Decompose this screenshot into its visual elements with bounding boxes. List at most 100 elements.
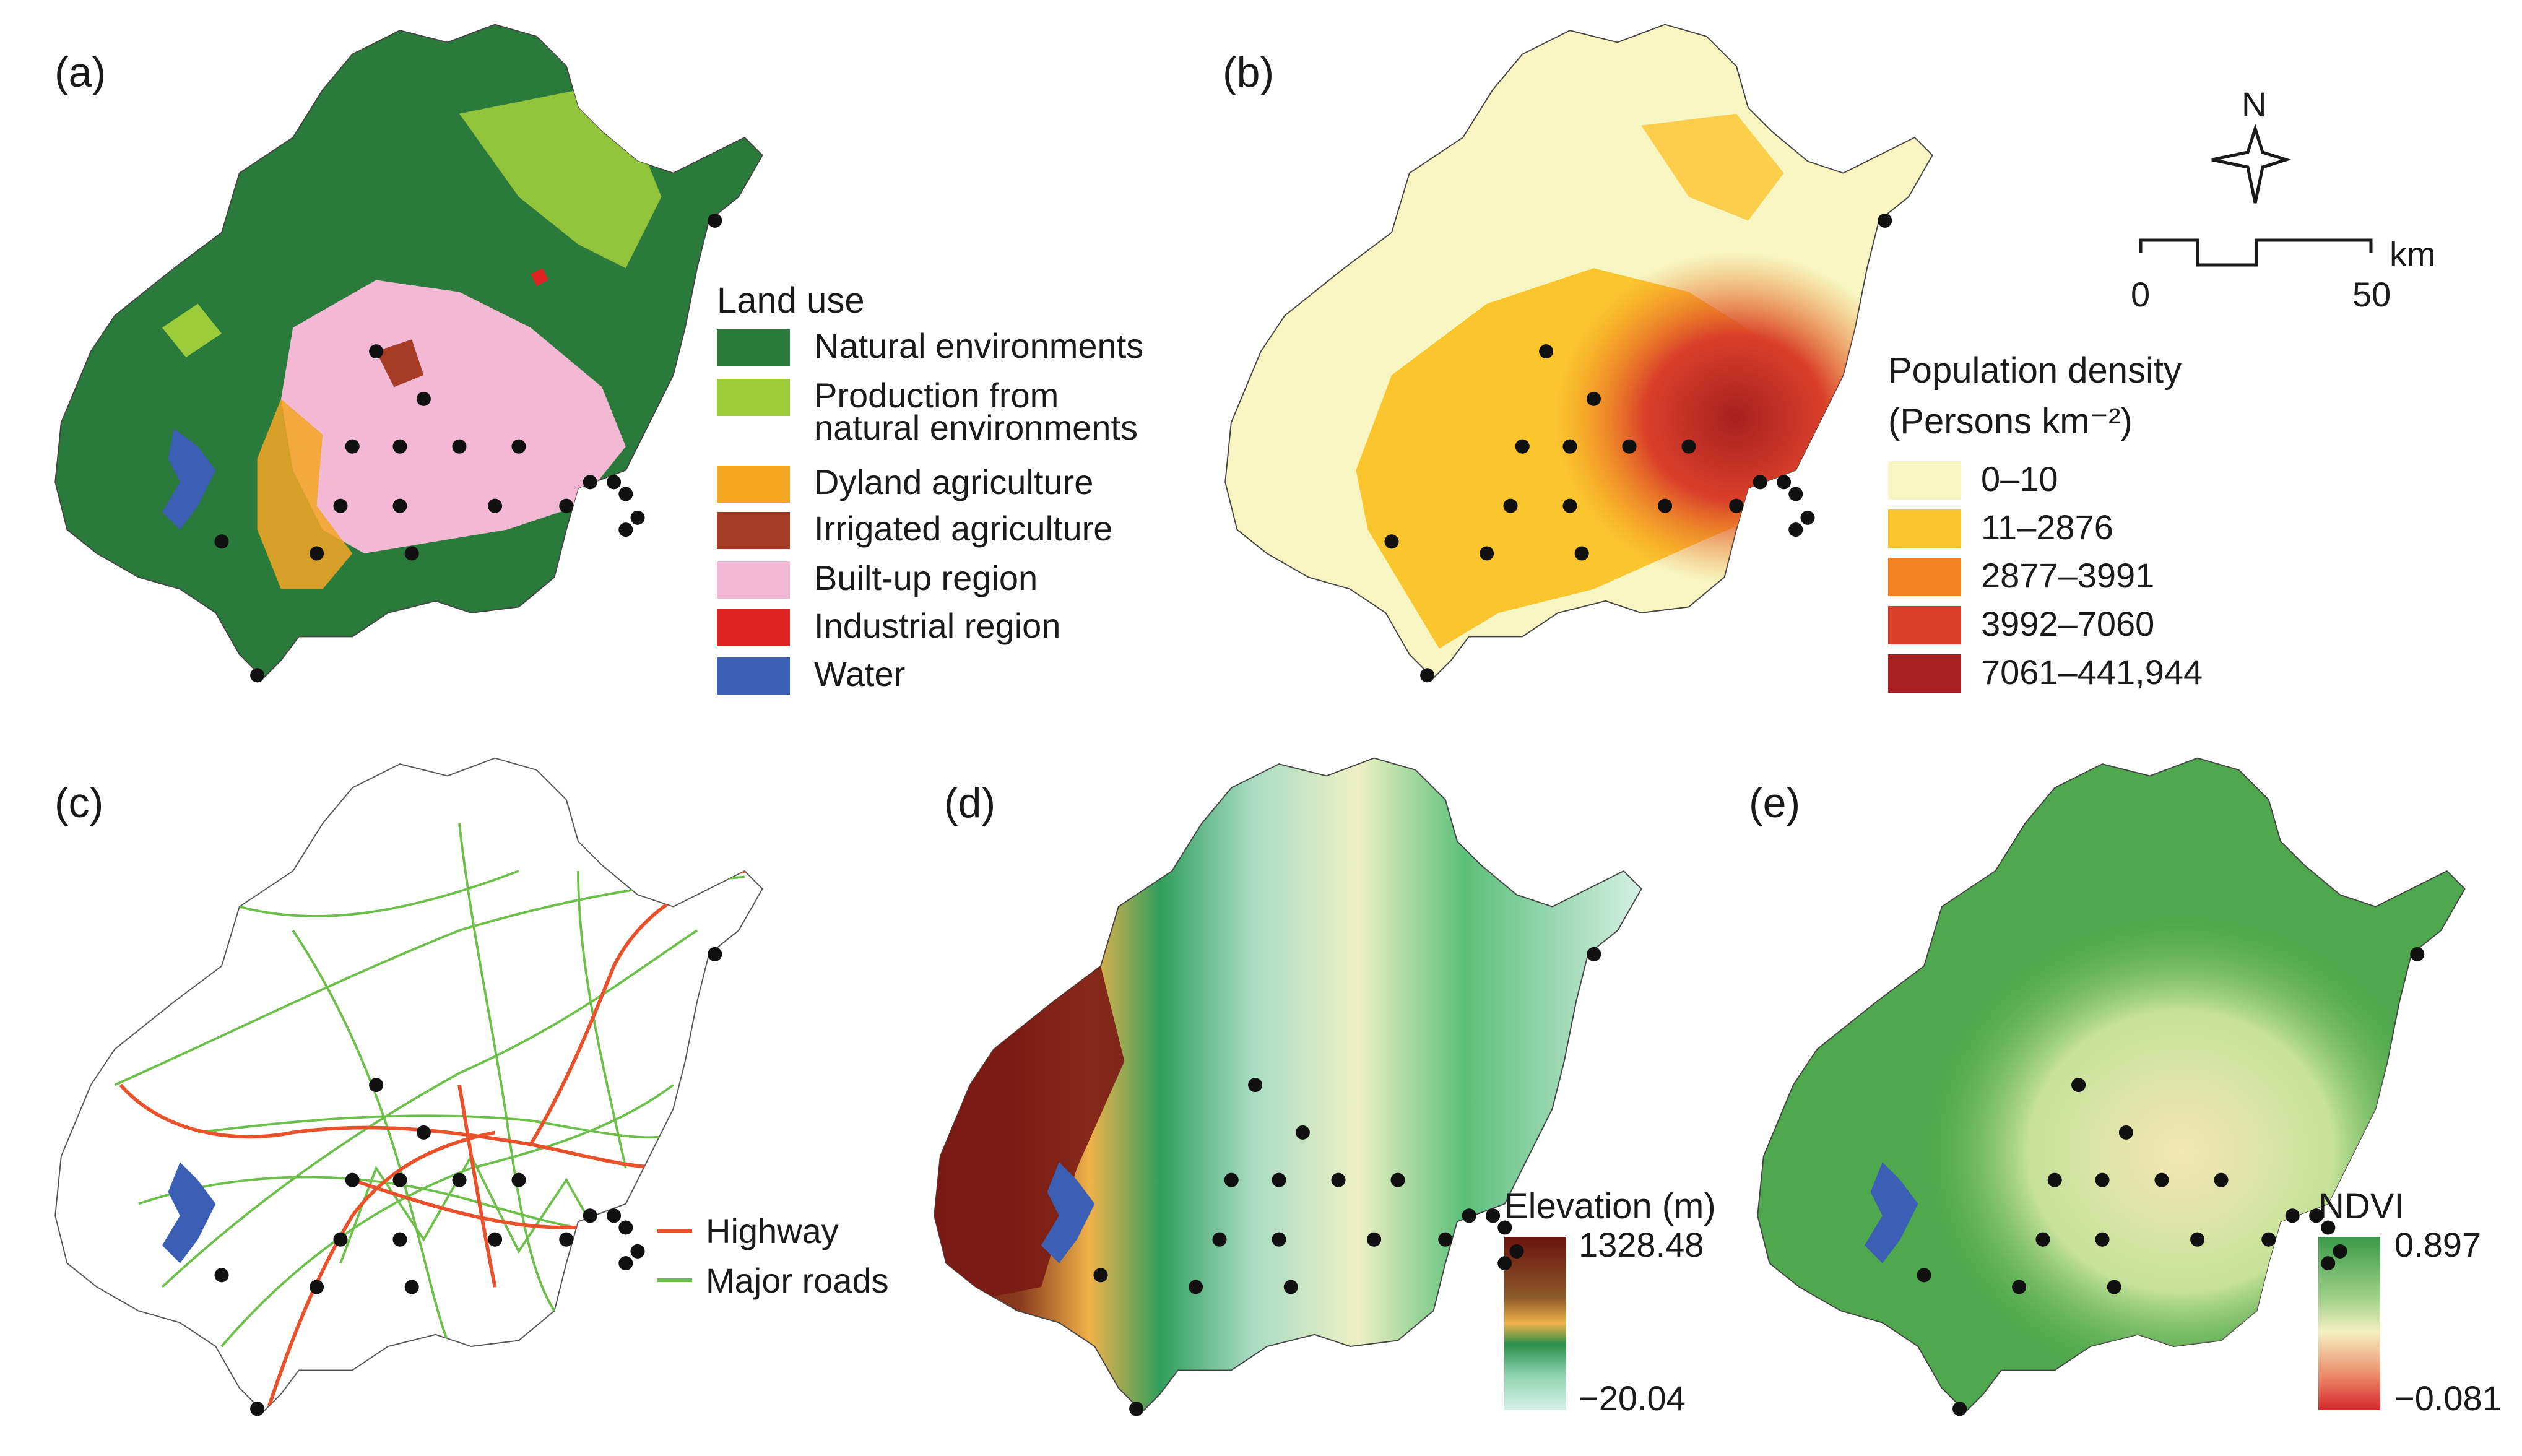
monitoring-site-dot <box>1390 1172 1405 1187</box>
monitoring-site-dot <box>618 487 633 501</box>
monitoring-site-dot <box>1497 1220 1512 1235</box>
monitoring-site-dot <box>1917 1268 1931 1283</box>
elevation-colorbar <box>1504 1237 1566 1410</box>
ndvi-max-label: 0.897 <box>2394 1225 2481 1264</box>
monitoring-site-dot <box>511 439 526 454</box>
land-use-label-5: Industrial region <box>814 606 1060 645</box>
monitoring-site-dot <box>392 1172 407 1187</box>
population-swatch-3 <box>1888 606 1961 644</box>
monitoring-site-dot <box>1658 498 1673 513</box>
monitoring-site-dot <box>1777 475 1792 490</box>
panel-a-land-use: (a) Land use Natural environments Product… <box>54 24 1143 695</box>
monitoring-site-dot <box>1438 1232 1453 1247</box>
land-use-label-6: Water <box>814 654 905 693</box>
monitoring-site-dot <box>1586 391 1601 406</box>
land-use-label-3: Irrigated agriculture <box>814 509 1112 548</box>
monitoring-site-dot <box>369 1078 384 1093</box>
monitoring-site-dot <box>452 439 467 454</box>
land-use-label-1: Production from <box>814 376 1059 415</box>
monitoring-site-dot <box>392 498 407 513</box>
population-legend-title-2: (Persons km⁻²) <box>1888 401 2133 441</box>
land-use-swatch-3 <box>717 512 790 549</box>
panel-b-population-density: (b) Population density (Persons km⁻²) 0–… <box>1223 24 2203 693</box>
monitoring-site-dot <box>630 1244 645 1259</box>
monitoring-site-dot <box>2261 1232 2276 1247</box>
monitoring-site-dot <box>345 1172 360 1187</box>
monitoring-site-dot <box>1462 1208 1476 1223</box>
monitoring-site-dot <box>2012 1280 2027 1294</box>
monitoring-site-dot <box>1503 498 1518 513</box>
monitoring-site-dot <box>1729 498 1744 513</box>
monitoring-site-dot <box>1224 1172 1239 1187</box>
monitoring-site-dot <box>214 1268 229 1283</box>
population-label-3: 3992–7060 <box>1981 604 2154 643</box>
scale-bar: 0 50 km <box>2131 235 2436 314</box>
panel-d-label: (d) <box>944 779 995 826</box>
panel-d-elevation: (d) Elevation (m) 1328.48 −20.04 <box>934 757 1716 1418</box>
monitoring-site-dot <box>1295 1125 1310 1140</box>
panel-c-label: (c) <box>54 779 103 826</box>
monitoring-site-dot <box>404 546 419 561</box>
road-legend: Highway Major roads <box>657 1211 889 1300</box>
monitoring-site-dot <box>2321 1220 2336 1235</box>
monitoring-site-dot <box>1788 522 1803 537</box>
monitoring-site-dot <box>2107 1280 2121 1294</box>
sites-panel-b <box>1384 213 1892 683</box>
panel-b-label: (b) <box>1223 49 1274 96</box>
panel-c-road-network: (c) <box>54 757 889 1413</box>
monitoring-site-dot <box>1681 439 1696 454</box>
monitoring-site-dot <box>1587 947 1601 961</box>
monitoring-site-dot <box>2035 1232 2050 1247</box>
monitoring-site-dot <box>1093 1268 1108 1283</box>
monitoring-site-dot <box>618 522 633 537</box>
monitoring-site-dot <box>1486 1208 1501 1223</box>
monitoring-site-dot <box>1497 1256 1512 1271</box>
monitoring-site-dot <box>708 947 722 961</box>
monitoring-site-dot <box>2309 1208 2324 1223</box>
monitoring-site-dot <box>310 546 324 561</box>
monitoring-site-dot <box>1515 439 1530 454</box>
monitoring-site-dot <box>1129 1402 1144 1416</box>
monitoring-site-dot <box>559 1232 574 1247</box>
land-use-legend: Natural environments Production fromnatur… <box>717 326 1143 695</box>
scale-bar-min-label: 0 <box>2131 275 2150 314</box>
monitoring-site-dot <box>488 1232 503 1247</box>
monitoring-site-dot <box>2190 1232 2205 1247</box>
population-label-2: 2877–3991 <box>1981 556 2154 595</box>
monitoring-site-dot <box>310 1280 324 1294</box>
monitoring-site-dot <box>559 498 574 513</box>
sites-panel-c <box>214 947 722 1416</box>
monitoring-site-dot <box>1384 534 1399 549</box>
monitoring-site-dot <box>618 1220 633 1235</box>
monitoring-site-dot <box>333 498 348 513</box>
monitoring-site-dot <box>2154 1172 2169 1187</box>
monitoring-site-dot <box>1509 1244 1524 1259</box>
monitoring-site-dot <box>583 475 597 490</box>
population-label-0: 0–10 <box>1981 459 2058 498</box>
sites-panel-e <box>1917 947 2425 1416</box>
land-use-swatch-1 <box>717 379 790 416</box>
road-network-map <box>54 757 763 1413</box>
north-arrow: N <box>2211 85 2292 204</box>
monitoring-site-dot <box>1331 1172 1346 1187</box>
land-use-swatch-4 <box>717 561 790 599</box>
population-label-1: 11–2876 <box>1981 508 2113 547</box>
land-use-label-0: Natural environments <box>814 326 1143 365</box>
monitoring-site-dot <box>1622 439 1637 454</box>
monitoring-site-dot <box>214 534 229 549</box>
population-swatch-0 <box>1888 461 1961 500</box>
monitoring-site-dot <box>1878 213 1892 228</box>
monitoring-site-dot <box>583 1208 597 1223</box>
monitoring-site-dot <box>708 213 722 228</box>
monitoring-site-dot <box>511 1172 526 1187</box>
land-use-swatch-5 <box>717 609 790 646</box>
monitoring-site-dot <box>2321 1256 2336 1271</box>
monitoring-site-dot <box>1562 439 1577 454</box>
monitoring-site-dot <box>2285 1208 2300 1223</box>
population-swatch-4 <box>1888 654 1961 693</box>
panel-e-ndvi: (e) NDVI 0.897 −0.081 <box>1749 757 2502 1418</box>
road-legend-label-1: Major roads <box>706 1261 889 1300</box>
monitoring-site-dot <box>2118 1125 2133 1140</box>
land-use-swatch-0 <box>717 329 790 366</box>
